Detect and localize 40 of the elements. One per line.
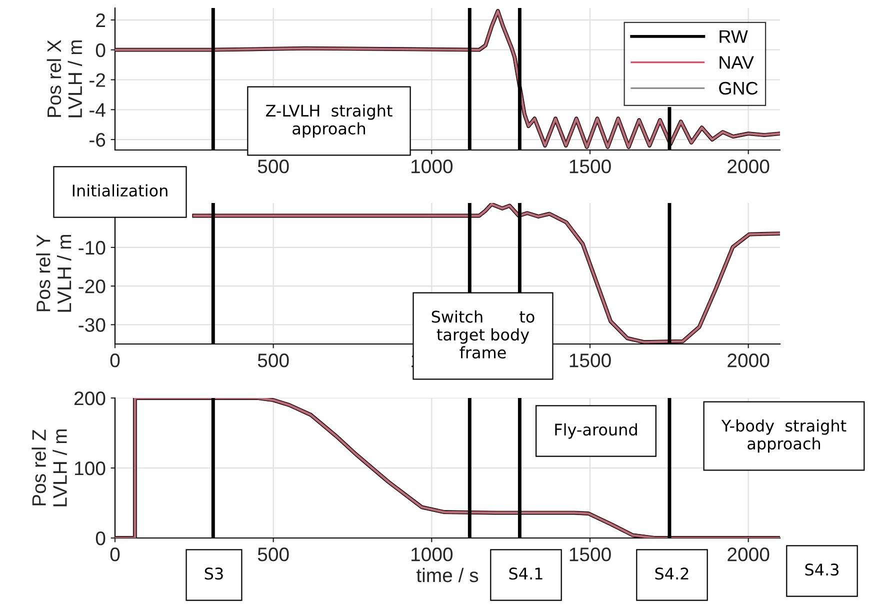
text: S4.3 bbox=[805, 564, 838, 576]
x-tick-label: 500 bbox=[258, 160, 289, 174]
x-tick-label: 0 bbox=[110, 354, 120, 368]
y-tick-label: 200 bbox=[74, 391, 106, 406]
annotation: Fly-around bbox=[555, 423, 637, 439]
y-tick-label: -6 bbox=[90, 133, 106, 147]
x-tick-label: 1000 bbox=[412, 548, 453, 562]
y-axis-title: Pos rel X LVLH / m bbox=[46, 40, 82, 118]
annotation: Switch to target body frame bbox=[432, 310, 534, 359]
text: Initialization bbox=[72, 184, 168, 197]
x-tick-label: 1500 bbox=[570, 548, 611, 562]
y-tick-label: -10 bbox=[78, 240, 106, 255]
x-tick-label: 1500 bbox=[570, 160, 611, 174]
legend-label: NAV bbox=[720, 56, 754, 69]
x-tick-label: 500 bbox=[258, 548, 289, 562]
annotation: Z-LVLH straight approach bbox=[266, 104, 392, 138]
text: S4.1 bbox=[509, 568, 542, 580]
x-tick-label: 500 bbox=[258, 354, 289, 368]
x-tick-label: 2000 bbox=[728, 548, 770, 562]
y-axis-title: Pos rel Z LVLH / m bbox=[32, 429, 67, 506]
legend-label: RW bbox=[720, 30, 748, 43]
y-tick-label: 0 bbox=[96, 531, 106, 546]
x-tick-label: 0 bbox=[110, 548, 120, 562]
y-tick-label: 100 bbox=[75, 461, 106, 476]
x-tick-label: 1500 bbox=[570, 354, 611, 368]
y-tick-label: -20 bbox=[78, 280, 106, 294]
y-tick-label: 2 bbox=[96, 13, 105, 28]
x-tick-label: 2000 bbox=[728, 160, 770, 174]
annotation: Y-body straight approach bbox=[721, 419, 846, 453]
y-tick-label: -2 bbox=[90, 73, 105, 87]
y-axis-title: Pos rel Y LVLH / m bbox=[36, 234, 72, 312]
text: S4.2 bbox=[655, 568, 688, 580]
text: S3 bbox=[204, 568, 223, 580]
x-axis-title: time / s bbox=[416, 568, 478, 582]
x-tick-label: 2000 bbox=[728, 354, 770, 368]
y-tick-label: -4 bbox=[90, 103, 106, 117]
x-tick-label: 1000 bbox=[412, 160, 453, 174]
y-tick-label: -30 bbox=[78, 318, 106, 332]
legend-label: GNC bbox=[719, 82, 758, 95]
y-tick-label: 0 bbox=[96, 43, 106, 58]
